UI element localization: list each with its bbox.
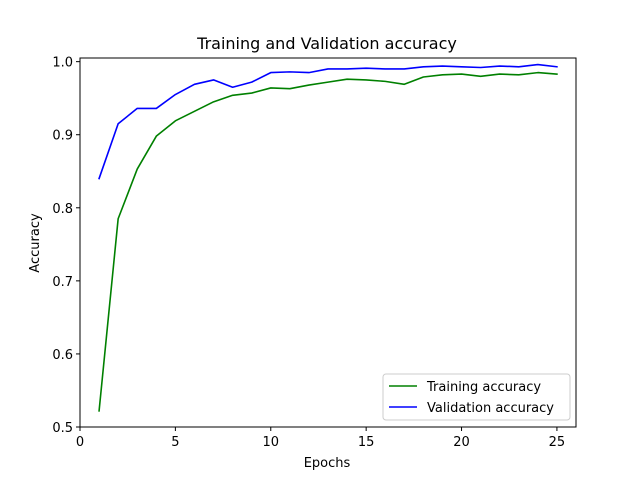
y-tick-label: 0.8: [52, 202, 73, 217]
x-axis-label: Epochs: [304, 456, 351, 471]
series-line-2: [98, 63, 558, 180]
legend-label-1: Training accuracy: [426, 380, 541, 395]
legend: Training accuracy Validation accuracy: [382, 373, 571, 421]
x-tick-label: 10: [262, 435, 279, 450]
chart-title: Training and Validation accuracy: [196, 34, 457, 53]
y-axis-label: Accuracy: [28, 213, 43, 273]
x-tick-label: 25: [549, 435, 566, 450]
legend-label-2: Validation accuracy: [427, 401, 554, 416]
y-tick-label: 0.9: [52, 129, 73, 144]
x-tick-label: 5: [171, 435, 179, 450]
plot-area: 0 5 10 15 20 25 0.5 0.6 0.7 0.8 0.9 1.0 Training acc…: [52, 56, 577, 450]
y-tick-label: 0.5: [52, 421, 73, 436]
y-tick-label: 1.0: [52, 56, 73, 71]
legend-box: [382, 373, 571, 421]
x-tick-label: 0: [76, 435, 84, 450]
x-tick-label: 20: [453, 435, 470, 450]
series-line-1: [98, 71, 558, 412]
y-tick-label: 0.6: [52, 348, 73, 363]
x-tick-label: 15: [358, 435, 375, 450]
plot-frame: [79, 57, 577, 428]
y-tick-label: 0.7: [52, 275, 73, 290]
